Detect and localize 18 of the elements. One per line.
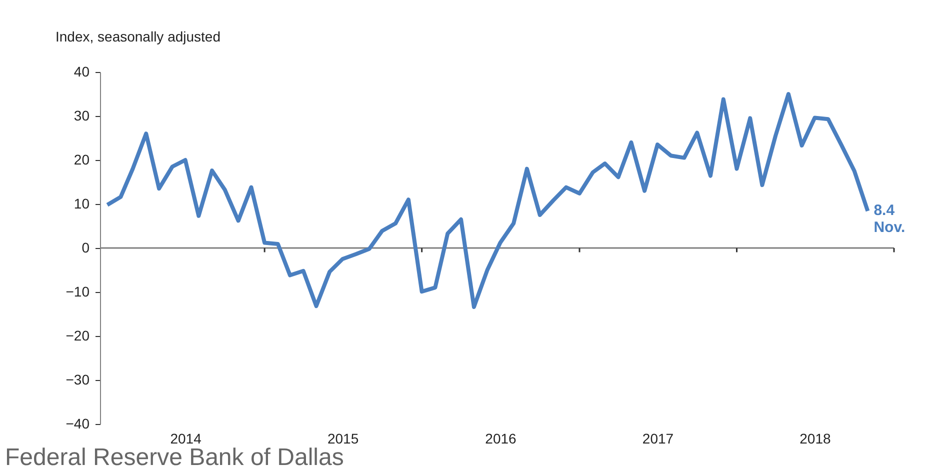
y-tick-label: 30 bbox=[74, 108, 90, 124]
text: Federal Reserve Bank of Dallas bbox=[5, 444, 344, 471]
x-tick-label: 2017 bbox=[642, 430, 674, 446]
y-tick-label: 20 bbox=[74, 152, 90, 168]
y-axis-title: Index, seasonally adjusted bbox=[56, 28, 220, 44]
x-tick-label: 2018 bbox=[800, 430, 832, 446]
line-series bbox=[105, 92, 870, 309]
annotation: 8.4 Nov. bbox=[874, 202, 906, 236]
y-tick-label: −30 bbox=[66, 372, 90, 388]
y-tick-label: 40 bbox=[74, 64, 90, 80]
x-tick-label: 2014 bbox=[170, 430, 202, 446]
y-tick-label: −20 bbox=[66, 328, 90, 344]
x-tick-label: 2015 bbox=[327, 430, 359, 446]
y-tick-label: −40 bbox=[66, 416, 90, 432]
y-tick-label: 0 bbox=[82, 240, 90, 256]
y-tick-label: −10 bbox=[66, 284, 90, 300]
y-tick-label: 10 bbox=[74, 196, 90, 212]
x-tick-label: 2016 bbox=[485, 430, 517, 446]
